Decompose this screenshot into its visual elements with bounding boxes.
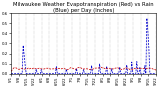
Title: Milwaukee Weather Evapotranspiration (Red) vs Rain (Blue) per Day (Inches): Milwaukee Weather Evapotranspiration (Re…	[13, 2, 154, 13]
